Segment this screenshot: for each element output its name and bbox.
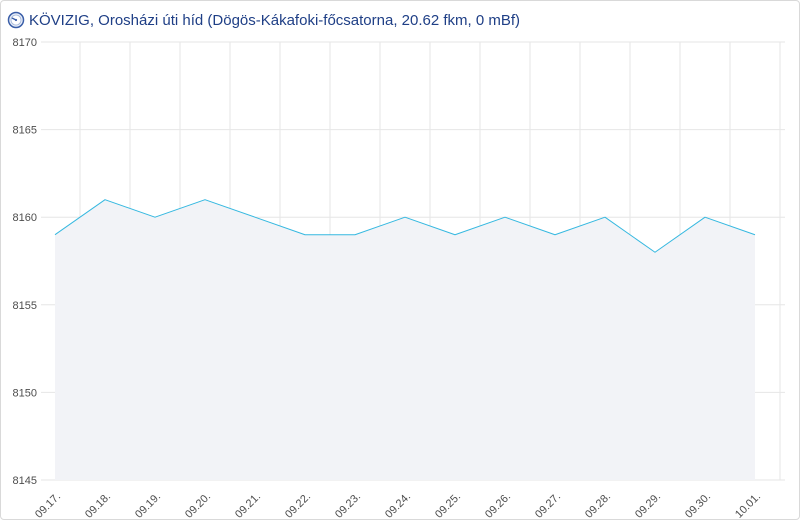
x-tick-label: 09.21. <box>233 491 263 519</box>
x-tick-label: 10.01. <box>733 491 763 519</box>
data-point <box>104 198 107 201</box>
x-tick-label: 09.26. <box>483 491 513 519</box>
series-area <box>55 199 755 480</box>
data-point <box>254 216 257 219</box>
data-point <box>604 216 607 219</box>
data-point <box>654 251 657 254</box>
x-tick-label: 09.25. <box>433 491 463 519</box>
x-tick-label: 09.27. <box>533 491 563 519</box>
gauge-icon <box>7 11 25 29</box>
x-tick-label: 09.20. <box>183 491 213 519</box>
x-tick-label: 09.29. <box>633 491 663 519</box>
data-point <box>304 233 307 236</box>
y-tick-label: 8160 <box>13 212 37 224</box>
data-point <box>54 233 57 236</box>
chart-header: KÖVIZIG, Orosházi úti híd (Dögös-Kákafok… <box>7 9 520 31</box>
y-tick-label: 8145 <box>13 475 37 487</box>
x-tick-label: 09.22. <box>283 491 313 519</box>
x-tick-label: 09.23. <box>333 491 363 519</box>
data-point <box>704 216 707 219</box>
y-tick-label: 8150 <box>13 387 37 399</box>
data-point <box>404 216 407 219</box>
data-point <box>204 198 207 201</box>
data-point <box>754 233 757 236</box>
data-point <box>504 216 507 219</box>
data-point <box>354 233 357 236</box>
data-point <box>454 233 457 236</box>
x-tick-label: 09.18. <box>83 491 113 519</box>
x-tick-label: 09.28. <box>583 491 613 519</box>
data-point <box>154 216 157 219</box>
x-tick-label: 09.19. <box>133 491 163 519</box>
chart-title: KÖVIZIG, Orosházi úti híd (Dögös-Kákafok… <box>29 11 521 29</box>
y-tick-label: 8170 <box>13 37 37 49</box>
y-tick-label: 8165 <box>13 125 37 137</box>
y-tick-label: 8155 <box>13 300 37 312</box>
x-tick-label: 09.17. <box>33 491 63 519</box>
data-point <box>554 233 557 236</box>
series-line <box>54 199 756 253</box>
x-tick-label: 09.30. <box>683 491 713 519</box>
x-tick-label: 09.24. <box>383 491 413 519</box>
